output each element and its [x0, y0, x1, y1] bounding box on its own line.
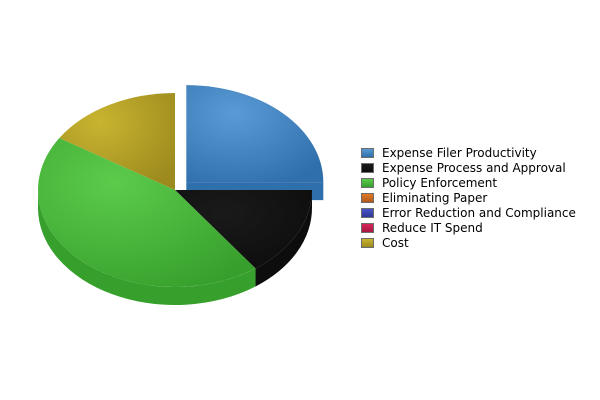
pie-slice-cost: [59, 93, 176, 190]
legend-swatch: [361, 192, 374, 203]
legend-item: Policy Enforcement: [361, 175, 576, 190]
pie-slice-policy-enforcement: [38, 138, 256, 287]
legend-label: Expense Process and Approval: [382, 160, 566, 175]
legend-swatch: [361, 147, 374, 158]
legend-label: Policy Enforcement: [382, 175, 498, 190]
legend-label: Cost: [382, 235, 409, 250]
legend-item: Eliminating Paper: [361, 190, 576, 205]
legend-item: Reduce IT Spend: [361, 220, 576, 235]
pie-slices: [38, 85, 324, 287]
pie-slice-expense-process-and-approval: [175, 190, 312, 269]
pie-slice-side: [38, 190, 256, 305]
legend-item: Expense Filer Productivity: [361, 145, 576, 160]
legend-item: Cost: [361, 235, 576, 250]
legend-item: Error Reduction and Compliance: [361, 205, 576, 220]
legend-swatch: [361, 222, 374, 233]
legend-swatch: [361, 177, 374, 188]
legend-item: Expense Process and Approval: [361, 160, 576, 175]
legend-swatch: [361, 162, 374, 173]
legend-label: Error Reduction and Compliance: [382, 205, 576, 220]
legend-label: Reduce IT Spend: [382, 220, 483, 235]
pie-slice-side: [255, 190, 312, 287]
pie-slice-expense-filer-productivity: [186, 85, 324, 183]
legend-label: Expense Filer Productivity: [382, 145, 537, 160]
legend-swatch: [361, 207, 374, 218]
legend-swatch: [361, 237, 374, 248]
chart-legend: Expense Filer Productivity Expense Proces…: [361, 145, 576, 250]
legend-label: Eliminating Paper: [382, 190, 488, 205]
